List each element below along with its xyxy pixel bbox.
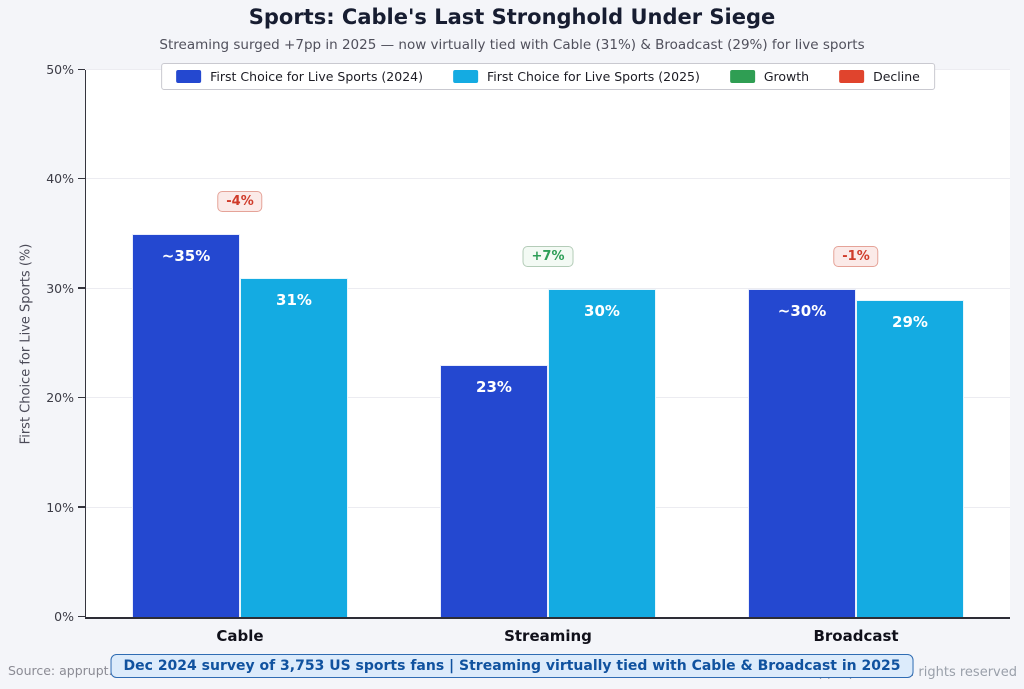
bar: ~35% [132, 234, 240, 617]
legend: First Choice for Live Sports (2024) First… [161, 63, 935, 90]
y-axis-tick-label: 0% [54, 609, 74, 624]
source-text: Source: apprupt.com [8, 663, 140, 678]
y-axis-tick-mark [78, 396, 85, 399]
bar: 23% [440, 365, 548, 617]
y-axis-tick-mark [78, 177, 85, 180]
y-axis-tick-label: 50% [46, 62, 74, 77]
change-badge: -1% [833, 245, 879, 267]
legend-label: Decline [873, 69, 920, 84]
bar: 30% [548, 288, 656, 617]
legend-label: First Choice for Live Sports (2025) [487, 69, 700, 84]
x-axis-label: Cable [216, 627, 264, 645]
legend-item: First Choice for Live Sports (2025) [453, 69, 700, 84]
gridline [86, 178, 1010, 180]
y-axis-tick-label: 10% [46, 499, 74, 515]
y-axis-tick-label: 40% [46, 171, 74, 187]
bar-value-label: 31% [276, 290, 312, 309]
legend-swatch [729, 70, 755, 83]
change-badge: -4% [217, 191, 263, 213]
y-axis-tick-mark [78, 287, 85, 289]
bar-value-label: 29% [892, 312, 928, 331]
legend-item: First Choice for Live Sports (2024) [176, 69, 423, 84]
bar-value-label: 30% [584, 301, 620, 320]
legend-swatch [176, 70, 202, 83]
legend-label: Growth [763, 69, 810, 84]
legend-swatch [839, 70, 865, 83]
gridline [86, 287, 1010, 289]
change-badge: +7% [522, 245, 574, 267]
plot-area: First Choice for Live Sports (%) 0% 10% 20… [19, 62, 1010, 645]
legend-item: Decline [839, 69, 920, 84]
bar-value-label: ~35% [161, 247, 211, 266]
chart-subtitle: Streaming surged +7pp in 2025 — now virt… [159, 37, 865, 53]
y-axis-tick-mark [78, 506, 85, 508]
y-axis-tick-label: 30% [46, 280, 74, 296]
bar: ~30% [748, 288, 856, 617]
bar-value-label: ~30% [777, 301, 827, 320]
legend-label: First Choice for Live Sports (2024) [210, 69, 423, 84]
footer-note: Dec 2024 survey of 3,753 US sports fans … [110, 654, 914, 678]
legend-item: Growth [729, 69, 810, 84]
chart-title: Sports: Cable's Last Stronghold Under Si… [248, 5, 776, 29]
bar: 29% [856, 299, 964, 617]
y-axis-tick-mark [78, 615, 85, 617]
legend-swatch [453, 70, 478, 83]
bar-value-label: 23% [476, 378, 512, 397]
x-axis-label: Broadcast [813, 627, 899, 645]
bar: 31% [240, 277, 348, 617]
y-axis-tick-label: 20% [46, 390, 74, 406]
y-axis-label: First Choice for Live Sports (%) [18, 243, 34, 444]
x-axis-label: Streaming [504, 627, 592, 645]
y-axis-tick-mark [78, 68, 85, 70]
